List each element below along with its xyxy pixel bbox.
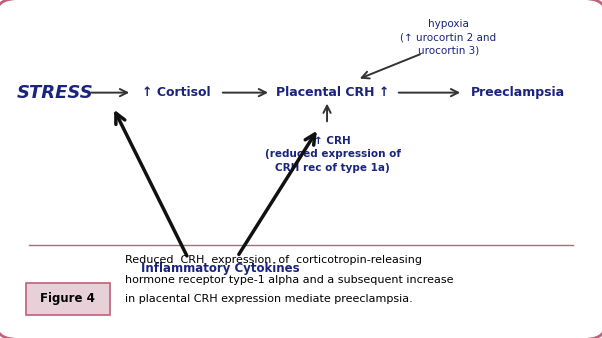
- Text: hypoxia
(↑ urocortin 2 and
urocortin 3): hypoxia (↑ urocortin 2 and urocortin 3): [400, 19, 497, 55]
- Text: hormone receptor type-1 alpha and a subsequent increase: hormone receptor type-1 alpha and a subs…: [125, 274, 453, 285]
- Text: Figure 4: Figure 4: [40, 292, 95, 306]
- Text: STRESS: STRESS: [17, 83, 93, 102]
- Text: Preeclampsia: Preeclampsia: [471, 86, 565, 99]
- Text: Reduced  CRH  expression  of  corticotropin-releasing: Reduced CRH expression of corticotropin-…: [125, 255, 421, 265]
- Text: in placental CRH expression mediate preeclampsia.: in placental CRH expression mediate pree…: [125, 294, 412, 304]
- Text: Placental CRH ↑: Placental CRH ↑: [276, 86, 389, 99]
- Text: ↑ CRH
(reduced expression of
CRH rec of type 1a): ↑ CRH (reduced expression of CRH rec of …: [265, 136, 401, 173]
- Text: Inflammatory Cytokines: Inflammatory Cytokines: [141, 262, 299, 274]
- Text: ↑ Cortisol: ↑ Cortisol: [142, 86, 211, 99]
- FancyBboxPatch shape: [26, 283, 110, 315]
